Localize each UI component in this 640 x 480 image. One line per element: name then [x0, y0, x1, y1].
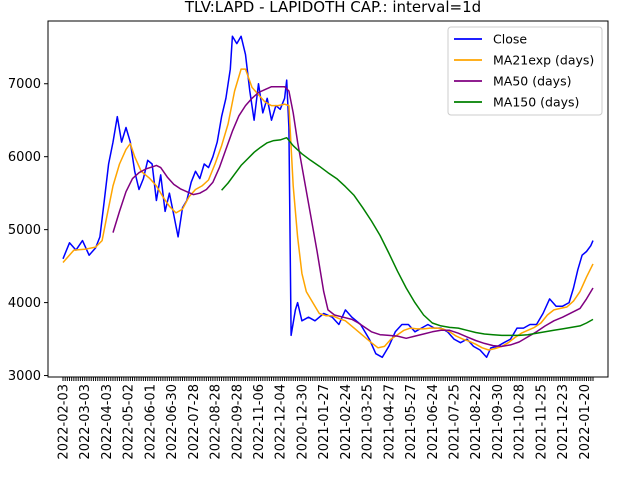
legend-label-0: Close [493, 32, 527, 47]
x-tick-label: 2021-12-23 [556, 384, 571, 460]
x-tick-label: 2021-11-25 [534, 384, 549, 460]
x-axis: 2022-02-03 2022-03-03 2022-04-03 2022-05-02… [57, 377, 594, 460]
x-tick-label: 2022-01-20 [578, 384, 593, 460]
y-tick-label: 4000 [8, 296, 41, 311]
x-tick-label: 2020-12-30 [295, 384, 310, 460]
series-line-1 [62, 68, 594, 351]
series-line-2 [112, 85, 594, 348]
y-tick-label: 7000 [8, 77, 41, 92]
x-tick-label: 2022-03-03 [78, 384, 93, 460]
x-tick-label: 2021-01-27 [317, 384, 332, 460]
legend: Close MA21exp (days) MA50 (days) MA150 (day… [447, 26, 603, 116]
series-layer [62, 35, 594, 359]
x-tick-label: 2021-10-28 [513, 384, 528, 460]
x-tick-label: 2021-06-24 [426, 384, 441, 460]
x-tick-label: 2022-07-28 [187, 384, 202, 460]
x-tick-label: 2022-11-06 [252, 384, 267, 460]
x-tick-label: 2021-07-25 [447, 384, 462, 460]
x-tick-label: 2021-08-22 [469, 384, 484, 460]
x-tick-label: 2022-12-04 [274, 384, 289, 460]
x-tick-label: 2021-04-27 [382, 384, 397, 460]
y-tick-label: 3000 [8, 369, 41, 384]
y-tick-label: 6000 [8, 150, 41, 165]
x-tick-label: 2021-09-30 [491, 384, 506, 460]
x-tick-label: 2022-02-03 [57, 384, 72, 460]
legend-label-1: MA21exp (days) [493, 53, 594, 68]
x-tick-label: 2022-04-03 [100, 384, 115, 460]
series-line-3 [221, 136, 594, 337]
x-tick-label: 2021-05-27 [404, 384, 419, 460]
y-tick-label: 5000 [8, 223, 41, 238]
x-tick-label: 2022-08-28 [209, 384, 224, 460]
y-axis: 3000 4000 5000 6000 7000 [8, 77, 48, 384]
x-tick-label: 2022-06-30 [165, 384, 180, 460]
chart-title: TLV:LAPD - LAPIDOTH CAP.: interval=1d [184, 0, 481, 16]
legend-label-3: MA150 (days) [493, 95, 579, 110]
x-tick-label: 2021-02-24 [339, 384, 354, 460]
x-tick-label: 2022-05-02 [122, 384, 137, 460]
x-tick-label: 2022-06-01 [143, 384, 158, 460]
x-tick-label: 2022-09-28 [230, 384, 245, 460]
x-tick-label: 2021-03-25 [361, 384, 376, 460]
legend-box [447, 26, 603, 116]
legend-label-2: MA50 (days) [493, 74, 571, 89]
